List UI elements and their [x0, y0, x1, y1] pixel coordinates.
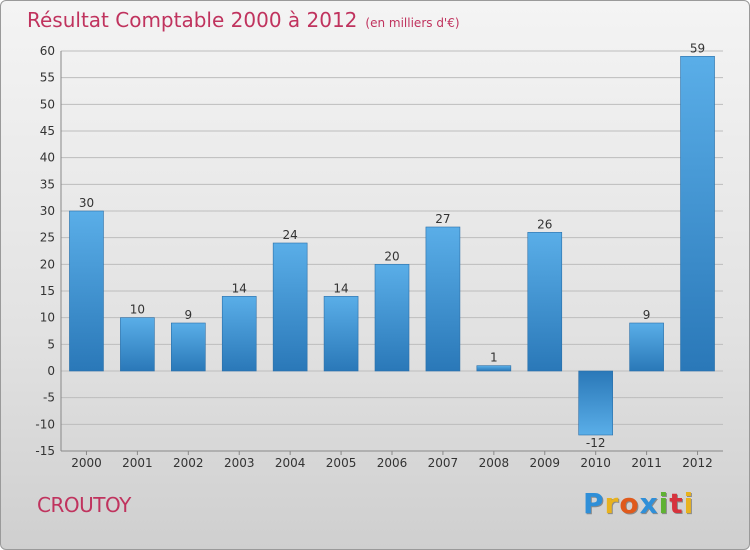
x-tick-label: 2000: [71, 456, 102, 470]
bar-2007: [425, 226, 461, 372]
logo-letter: t: [669, 487, 684, 520]
data-label: 20: [384, 249, 399, 263]
logo-letter: i: [683, 487, 695, 520]
y-tick-label: 60: [40, 44, 55, 58]
bar-2009: [527, 232, 563, 372]
data-label: 9: [643, 308, 651, 322]
y-tick-label: 30: [40, 204, 55, 218]
y-tick-label: -5: [43, 391, 55, 405]
data-label: 24: [283, 228, 298, 242]
bar-2006: [374, 264, 410, 372]
bar-2010: [578, 370, 613, 436]
y-tick-label: -15: [35, 444, 55, 458]
y-tick-label: 10: [40, 311, 55, 325]
bar-2012: [680, 56, 715, 372]
chart-unit-label: (en milliers d'€): [365, 16, 460, 30]
y-tick-label: 0: [47, 364, 55, 378]
commune-name: CROUTOY: [37, 493, 131, 517]
label-layer: -15 -10 -5 0 5 10 15 20 25 30 35 40 45 50 55 60 30 2000 10…: [35, 41, 712, 470]
bar-2002: [171, 322, 206, 372]
logo-letter: o: [619, 487, 640, 520]
chart-title: Résultat Comptable 2000 à 2012 (en millie…: [27, 8, 460, 32]
data-label: 26: [537, 217, 552, 231]
y-tick-label: 50: [40, 97, 55, 111]
x-tick-label: 2006: [377, 456, 408, 470]
data-label: -12: [586, 436, 606, 450]
bar-2008: [476, 365, 512, 372]
x-tick-label: 2009: [529, 456, 560, 470]
bar-2004: [272, 242, 308, 372]
x-tick-label: 2002: [173, 456, 204, 470]
x-tick-label: 2008: [479, 456, 510, 470]
data-label: 1: [490, 351, 498, 365]
x-tick-label: 2011: [631, 456, 662, 470]
data-label: 27: [435, 212, 450, 226]
y-tick-label: 45: [40, 124, 55, 138]
x-tick-label: 2010: [580, 456, 611, 470]
chart-title-text: Résultat Comptable 2000 à 2012: [27, 8, 358, 32]
logo-letter: P: [583, 487, 605, 520]
logo-letter: r: [604, 487, 620, 520]
x-tick-label: 2005: [326, 456, 357, 470]
bar-2001: [120, 317, 155, 372]
data-label: 14: [333, 281, 348, 295]
bar-2003: [221, 296, 257, 372]
bar-2005: [323, 296, 359, 372]
bar-layer: [69, 56, 715, 436]
y-tick-label: 15: [40, 284, 55, 298]
data-label: 30: [79, 196, 94, 210]
y-tick-label: 5: [47, 337, 55, 351]
data-label: 59: [690, 41, 705, 55]
y-tick-label: 25: [40, 231, 55, 245]
data-label: 10: [130, 303, 145, 317]
x-tick-label: 2003: [224, 456, 255, 470]
x-tick-label: 2004: [275, 456, 306, 470]
x-tick-label: 2001: [122, 456, 153, 470]
proxiti-logo[interactable]: Proxiti: [583, 487, 694, 520]
y-tick-label: 55: [40, 71, 55, 85]
y-tick-label: 20: [40, 257, 55, 271]
logo-letter: i: [658, 487, 670, 520]
y-tick-label: 35: [40, 177, 55, 191]
data-label: 9: [184, 308, 192, 322]
x-tick-label: 2012: [682, 456, 713, 470]
data-label: 14: [232, 281, 247, 295]
axis-layer: [60, 51, 723, 455]
x-tick-label: 2007: [428, 456, 459, 470]
y-tick-label: 40: [40, 151, 55, 165]
logo-letter: x: [639, 487, 659, 520]
y-tick-label: -10: [35, 417, 55, 431]
bar-2011: [629, 322, 664, 372]
bar-2000: [69, 210, 104, 372]
